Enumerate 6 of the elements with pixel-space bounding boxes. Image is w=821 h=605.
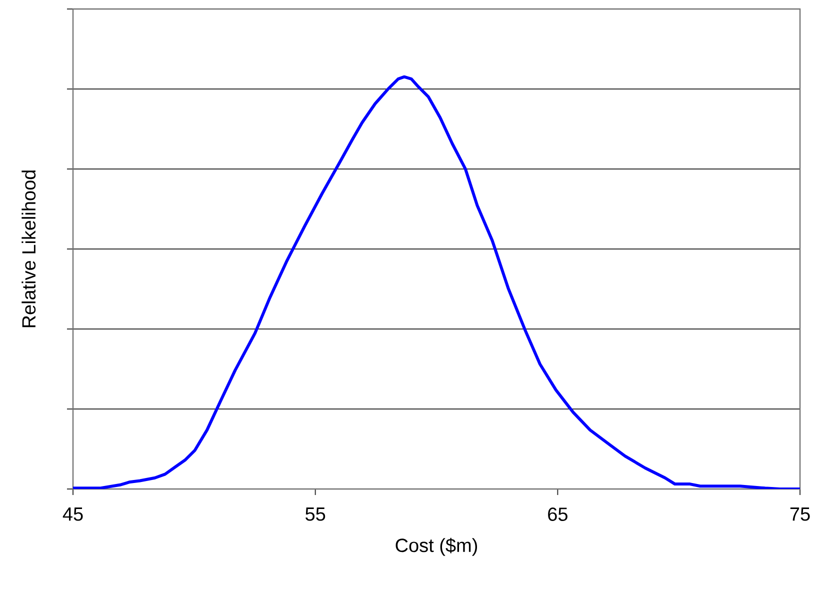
x-tick-label: 65 — [548, 508, 568, 521]
x-tick-label: 55 — [306, 508, 326, 521]
x-tick-label: 75 — [790, 508, 810, 521]
y-axis-title: Relative Likelihood — [22, 170, 36, 328]
x-tick-label: 45 — [62, 508, 83, 521]
x-axis-title: Cost ($m) — [396, 538, 478, 556]
